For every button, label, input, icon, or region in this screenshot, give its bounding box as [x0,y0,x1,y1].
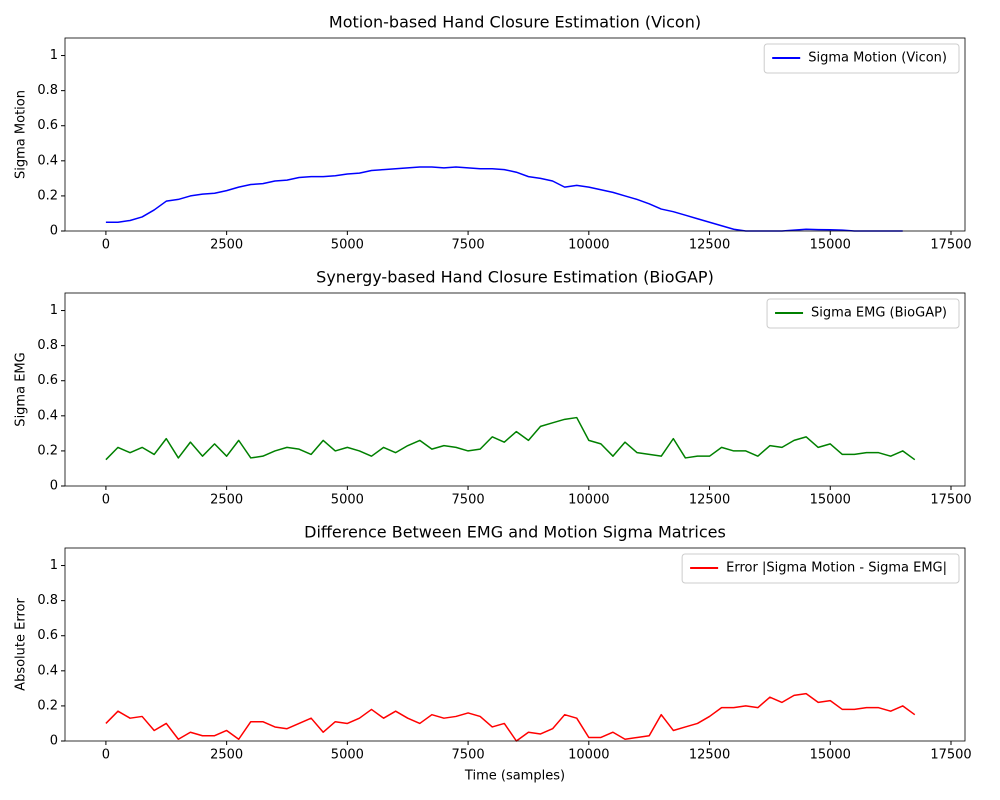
y-tick-label: 0.4 [37,408,58,423]
plot-frame [64,37,966,232]
y-tick-label: 0.8 [37,338,58,353]
y-tick-label: 0.2 [37,188,58,203]
legend: Error |Sigma Motion - Sigma EMG| [681,553,960,584]
y-tick-label: 0 [50,479,58,494]
legend-label: Sigma EMG (BioGAP) [811,306,947,321]
x-tick-label: 2500 [210,493,243,508]
y-tick-label: 0.2 [37,698,58,713]
x-tick-label: 15000 [810,238,851,253]
y-tick-label: 0.8 [37,83,58,98]
data-line [105,166,903,232]
y-tick-label: 0.6 [37,628,58,643]
x-tick-label: 10000 [568,493,609,508]
data-line [105,692,916,742]
x-tick-label: 17500 [930,238,971,253]
x-tick-label: 12500 [689,493,730,508]
chart-title: Difference Between EMG and Motion Sigma … [304,523,726,542]
x-tick-label: 5000 [331,493,364,508]
y-axis-label: Sigma EMG [14,352,29,426]
legend-label: Error |Sigma Motion - Sigma EMG| [726,561,947,576]
legend-label: Sigma Motion (Vicon) [808,51,947,66]
x-tick-label: 17500 [930,748,971,763]
y-tick-label: 0.4 [37,153,58,168]
x-tick-label: 17500 [930,493,971,508]
x-tick-label: 7500 [452,238,485,253]
y-axis-label: Absolute Error [14,598,29,691]
y-tick-label: 0.8 [37,593,58,608]
x-tick-label: 2500 [210,238,243,253]
legend-frame [681,553,960,584]
x-tick-label: 15000 [810,493,851,508]
y-tick-label: 0.2 [37,443,58,458]
x-tick-label: 15000 [810,748,851,763]
x-tick-label: 0 [102,493,110,508]
y-tick-label: 0.6 [37,373,58,388]
plot-frame [64,547,966,742]
chart-title: Motion-based Hand Closure Estimation (Vi… [329,13,701,32]
x-tick-label: 2500 [210,748,243,763]
x-tick-label: 10000 [568,748,609,763]
x-axis-label: Time (samples) [464,769,565,784]
y-axis-label: Sigma Motion [14,90,29,179]
legend-frame [766,298,960,329]
legend: Sigma Motion (Vicon) [763,43,960,74]
y-tick-label: 1 [50,558,58,573]
y-tick-label: 0.6 [37,118,58,133]
x-tick-label: 5000 [331,238,364,253]
x-tick-label: 12500 [689,748,730,763]
y-tick-label: 1 [50,303,58,318]
data-line [105,416,916,461]
y-tick-label: 0.4 [37,663,58,678]
x-tick-label: 0 [102,238,110,253]
y-tick-label: 0 [50,224,58,239]
x-tick-label: 10000 [568,238,609,253]
x-tick-label: 12500 [689,238,730,253]
y-tick-label: 0 [50,734,58,749]
x-tick-label: 7500 [452,493,485,508]
x-tick-label: 5000 [331,748,364,763]
legend-frame [763,43,960,74]
x-tick-label: 7500 [452,748,485,763]
chart-title: Synergy-based Hand Closure Estimation (B… [316,268,714,287]
x-tick-label: 0 [102,748,110,763]
y-tick-label: 1 [50,48,58,63]
plot-frame [64,292,966,487]
legend: Sigma EMG (BioGAP) [766,298,960,329]
